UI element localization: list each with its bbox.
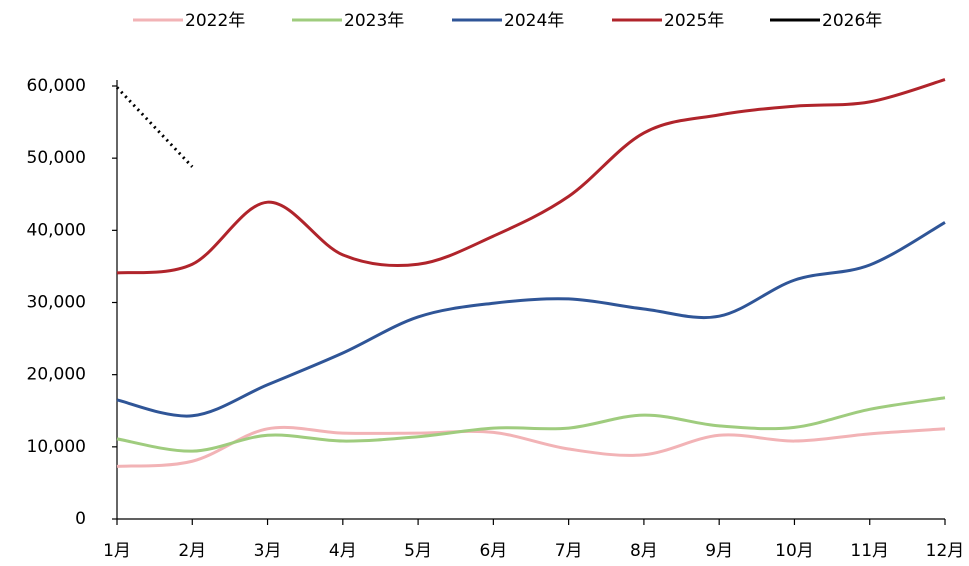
x-tick-label: 11月 (850, 541, 889, 561)
legend-label: 2022年 (185, 11, 245, 31)
x-tick-label: 6月 (479, 541, 507, 561)
x-tick-label: 1月 (103, 541, 131, 561)
y-tick-label: 10,000 (27, 437, 86, 457)
legend-label: 2024年 (504, 11, 564, 31)
x-tick-label: 2月 (178, 541, 206, 561)
x-tick-label: 3月 (254, 541, 282, 561)
y-tick-label: 60,000 (27, 76, 86, 96)
y-tick-label: 30,000 (27, 293, 86, 313)
x-tick-label: 4月 (329, 541, 357, 561)
legend-label: 2023年 (344, 11, 404, 31)
x-tick-label: 12月 (926, 541, 965, 561)
x-tick-label: 8月 (630, 541, 658, 561)
y-tick-label: 20,000 (27, 365, 86, 385)
y-tick-label: 50,000 (27, 148, 86, 168)
series-line (116, 396, 946, 453)
x-tick-label: 5月 (404, 541, 432, 561)
legend-label: 2026年 (822, 11, 882, 31)
legend-label: 2025年 (664, 11, 724, 31)
series-line (116, 78, 946, 275)
x-tick-label: 7月 (555, 541, 583, 561)
series-line (116, 221, 946, 418)
series-line (115, 86, 194, 168)
y-tick-label: 0 (75, 509, 86, 529)
x-tick-label: 10月 (775, 541, 814, 561)
x-tick-label: 9月 (705, 541, 733, 561)
series-line (116, 425, 946, 468)
y-tick-label: 40,000 (27, 220, 86, 240)
